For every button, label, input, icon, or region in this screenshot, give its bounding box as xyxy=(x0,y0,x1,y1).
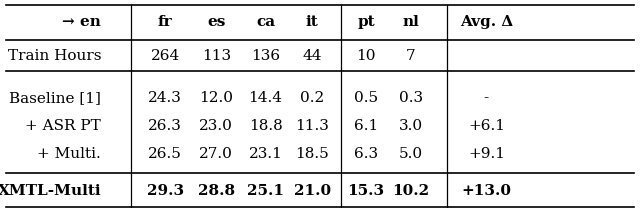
Text: 15.3: 15.3 xyxy=(348,184,385,198)
Text: +6.1: +6.1 xyxy=(468,119,505,133)
Text: 29.3: 29.3 xyxy=(147,184,184,198)
Text: nl: nl xyxy=(403,15,419,29)
Text: 113: 113 xyxy=(202,49,231,63)
Text: 0.5: 0.5 xyxy=(354,91,378,105)
Text: 264: 264 xyxy=(150,49,180,63)
Text: → en: → en xyxy=(62,15,101,29)
Text: 3.0: 3.0 xyxy=(399,119,423,133)
Text: 26.3: 26.3 xyxy=(148,119,182,133)
Text: 7: 7 xyxy=(406,49,416,63)
Text: 18.5: 18.5 xyxy=(296,147,329,161)
Text: 10: 10 xyxy=(356,49,376,63)
Text: Avg. Δ: Avg. Δ xyxy=(460,15,513,29)
Text: Baseline [1]: Baseline [1] xyxy=(9,91,101,105)
Text: 18.8: 18.8 xyxy=(249,119,282,133)
Text: -: - xyxy=(484,91,489,105)
Text: it: it xyxy=(306,15,319,29)
Text: Train Hours: Train Hours xyxy=(8,49,101,63)
Text: 136: 136 xyxy=(251,49,280,63)
Text: 12.0: 12.0 xyxy=(199,91,234,105)
Text: 6.1: 6.1 xyxy=(354,119,378,133)
Text: + Multi.: + Multi. xyxy=(37,147,101,161)
Text: 23.1: 23.1 xyxy=(249,147,282,161)
Text: 5.0: 5.0 xyxy=(399,147,423,161)
Text: 0.2: 0.2 xyxy=(300,91,324,105)
Text: 11.3: 11.3 xyxy=(296,119,329,133)
Text: 6.3: 6.3 xyxy=(354,147,378,161)
Text: +9.1: +9.1 xyxy=(468,147,505,161)
Text: 26.5: 26.5 xyxy=(148,147,182,161)
Text: ca: ca xyxy=(256,15,275,29)
Text: 21.0: 21.0 xyxy=(294,184,331,198)
Text: pt: pt xyxy=(357,15,375,29)
Text: 27.0: 27.0 xyxy=(200,147,233,161)
Text: 0.3: 0.3 xyxy=(399,91,423,105)
Text: 14.4: 14.4 xyxy=(248,91,283,105)
Text: 10.2: 10.2 xyxy=(392,184,429,198)
Text: es: es xyxy=(207,15,225,29)
Text: + ASR PT: + ASR PT xyxy=(26,119,101,133)
Text: fr: fr xyxy=(158,15,172,29)
Text: +13.0: +13.0 xyxy=(461,184,511,198)
Text: 44: 44 xyxy=(303,49,322,63)
Text: 23.0: 23.0 xyxy=(200,119,233,133)
Text: 28.8: 28.8 xyxy=(198,184,235,198)
Text: 24.3: 24.3 xyxy=(148,91,182,105)
Text: XMTL-Multi: XMTL-Multi xyxy=(0,184,101,198)
Text: 25.1: 25.1 xyxy=(247,184,284,198)
